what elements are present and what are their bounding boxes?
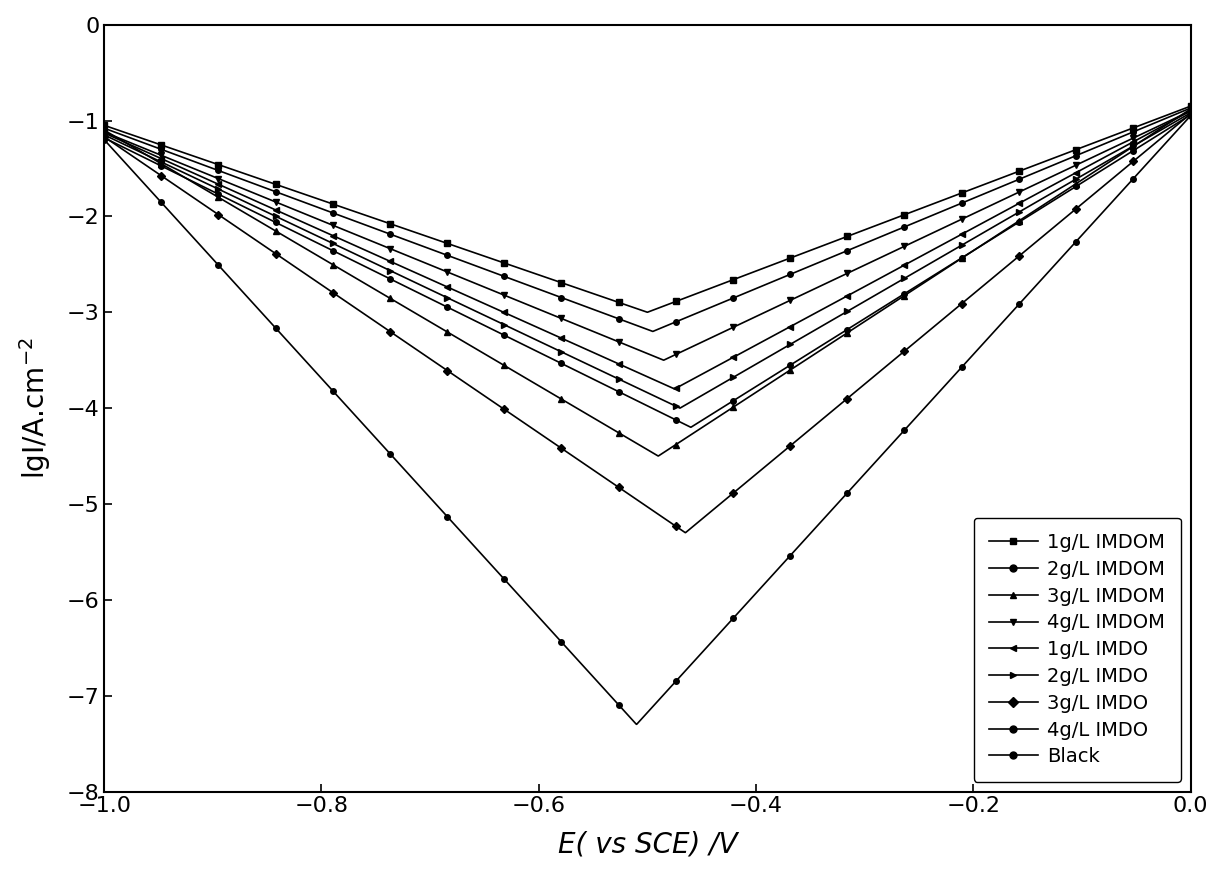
Legend: 1g/L IMDOM, 2g/L IMDOM, 3g/L IMDOM, 4g/L IMDOM, 1g/L IMDO, 2g/L IMDO, 3g/L IMDO,: 1g/L IMDOM, 2g/L IMDOM, 3g/L IMDOM, 4g/L… xyxy=(974,517,1181,782)
Y-axis label: lgI/A.cm$^{-2}$: lgI/A.cm$^{-2}$ xyxy=(17,337,53,480)
X-axis label: E( vs SCE) /V: E( vs SCE) /V xyxy=(557,830,737,858)
